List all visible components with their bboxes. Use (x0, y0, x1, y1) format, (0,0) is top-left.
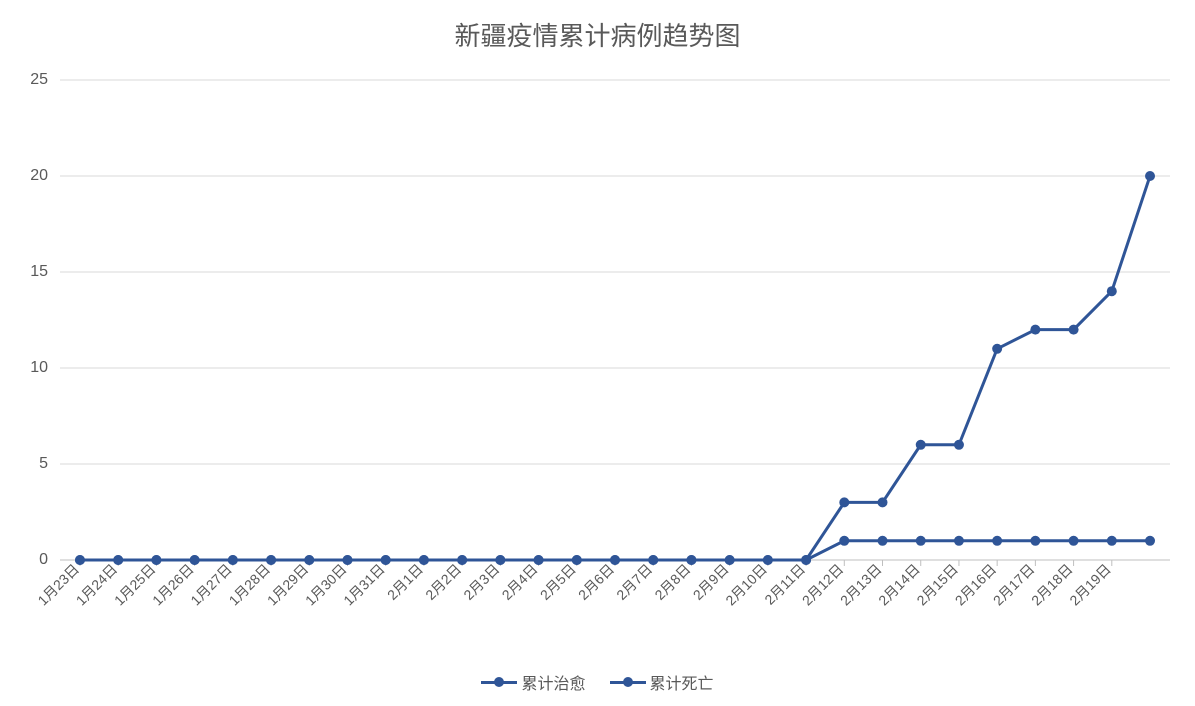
series-marker-1 (381, 555, 391, 565)
series-marker-1 (1030, 536, 1040, 546)
series-marker-1 (304, 555, 314, 565)
series-marker-1 (686, 555, 696, 565)
series-marker-1 (916, 536, 926, 546)
series-marker-1 (151, 555, 161, 565)
series-marker-1 (1107, 536, 1117, 546)
legend-label: 累计治愈 (521, 670, 585, 694)
chart-container: 新疆疫情累计病例趋势图 05101520251月23日1月24日1月25日1月2… (0, 0, 1195, 706)
legend-label: 累计死亡 (650, 670, 714, 694)
series-marker-1 (1145, 536, 1155, 546)
svg-text:0: 0 (39, 551, 48, 568)
series-marker-1 (419, 555, 429, 565)
series-marker-1 (534, 555, 544, 565)
series-marker-0 (1069, 325, 1079, 335)
series-marker-0 (839, 497, 849, 507)
series-marker-1 (992, 536, 1002, 546)
series-marker-1 (648, 555, 658, 565)
series-marker-1 (610, 555, 620, 565)
chart-title: 新疆疫情累计病例趋势图 (0, 16, 1195, 53)
series-marker-1 (572, 555, 582, 565)
series-marker-0 (916, 440, 926, 450)
svg-text:10: 10 (30, 359, 48, 376)
series-marker-1 (801, 555, 811, 565)
series-marker-1 (878, 536, 888, 546)
series-marker-1 (113, 555, 123, 565)
series-marker-1 (495, 555, 505, 565)
series-marker-1 (190, 555, 200, 565)
series-marker-1 (954, 536, 964, 546)
series-marker-1 (228, 555, 238, 565)
legend-swatch (481, 675, 517, 689)
legend-item-0: 累计治愈 (481, 670, 585, 694)
series-marker-0 (954, 440, 964, 450)
series-marker-1 (1069, 536, 1079, 546)
legend-swatch (610, 675, 646, 689)
series-marker-0 (1030, 325, 1040, 335)
series-marker-0 (992, 344, 1002, 354)
svg-text:15: 15 (30, 263, 48, 280)
series-marker-1 (725, 555, 735, 565)
series-marker-0 (878, 497, 888, 507)
series-marker-0 (1107, 286, 1117, 296)
line-chart: 05101520251月23日1月24日1月25日1月26日1月27日1月28日… (0, 0, 1195, 706)
series-marker-1 (342, 555, 352, 565)
series-marker-1 (457, 555, 467, 565)
chart-legend: 累计治愈 累计死亡 (0, 670, 1195, 694)
svg-text:25: 25 (30, 71, 48, 88)
series-marker-0 (1145, 171, 1155, 181)
series-marker-1 (763, 555, 773, 565)
legend-item-1: 累计死亡 (610, 670, 714, 694)
series-marker-1 (839, 536, 849, 546)
svg-text:20: 20 (30, 167, 48, 184)
series-marker-1 (75, 555, 85, 565)
svg-text:5: 5 (39, 455, 48, 472)
series-marker-1 (266, 555, 276, 565)
